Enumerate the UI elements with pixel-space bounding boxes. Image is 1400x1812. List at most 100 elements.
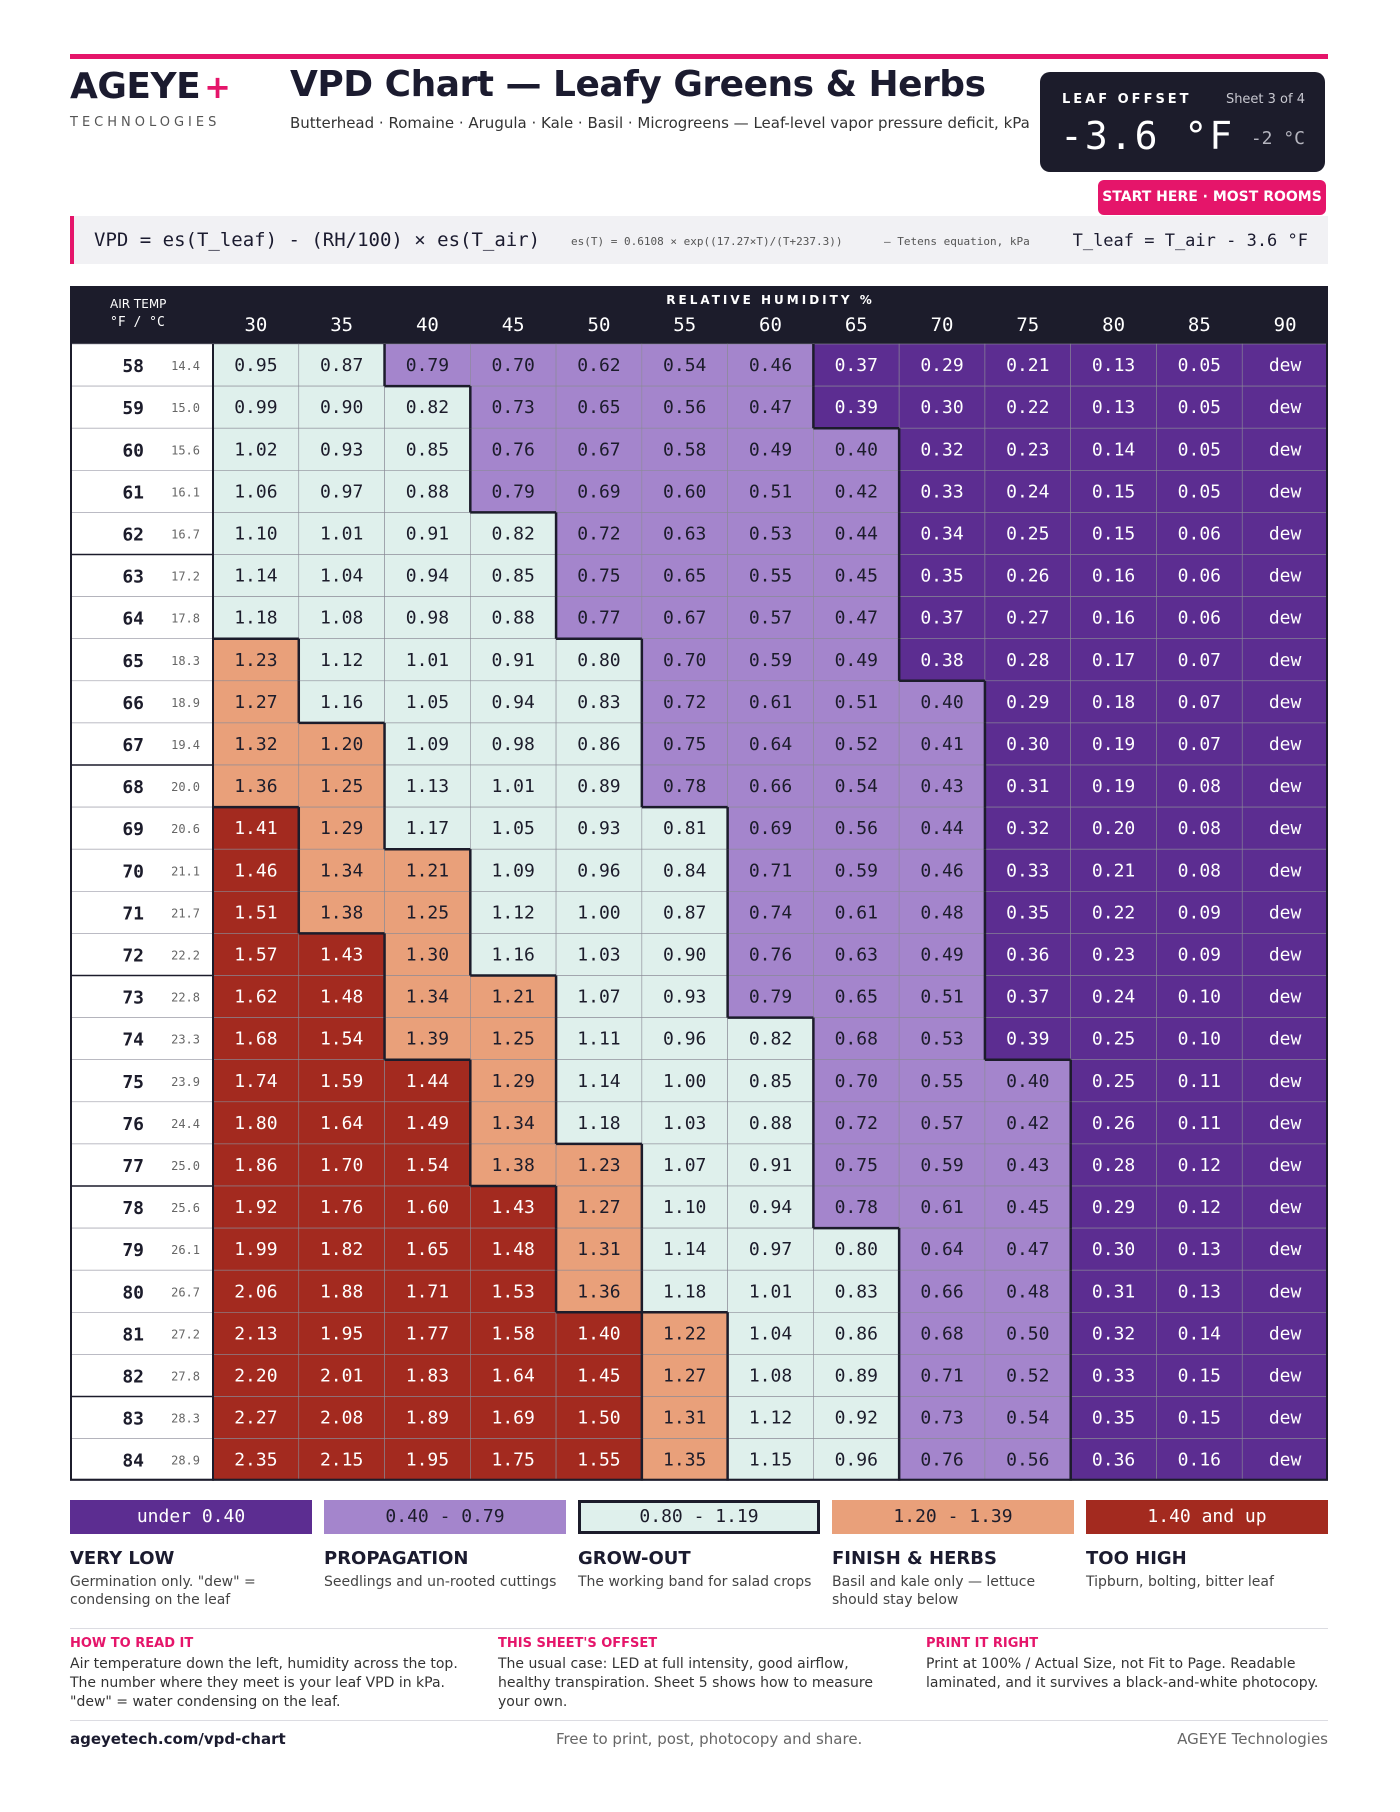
vpd-cell: [1241, 1017, 1328, 1060]
vpd-cell: [1070, 554, 1157, 597]
vpd-cell: [1156, 554, 1243, 597]
vpd-value-label: 1.00: [663, 1071, 706, 1092]
vpd-value-label: 0.13: [1178, 1281, 1221, 1302]
vpd-value-label: 1.88: [320, 1281, 363, 1302]
vpd-cell: [1241, 975, 1328, 1018]
vpd-value-label: 0.89: [577, 776, 620, 797]
temp-c-label: 22.2: [171, 948, 200, 962]
legend-swatch: 1.20 - 1.39: [832, 1500, 1074, 1534]
temp-c-label: 27.2: [171, 1327, 200, 1341]
vpd-value-label: 0.12: [1178, 1197, 1221, 1218]
vpd-value-label: 0.40: [920, 692, 963, 713]
vpd-cell: [898, 975, 986, 1018]
temp-f-label: 66: [122, 693, 144, 714]
vpd-value-label: 1.10: [663, 1197, 706, 1218]
vpd-value-label: 1.48: [320, 987, 363, 1008]
vpd-value-label: 0.51: [835, 692, 878, 713]
row-label-cell: [70, 680, 214, 724]
vpd-value-label: 0.68: [835, 1029, 878, 1050]
vpd-value-label: 0.88: [492, 608, 535, 629]
vpd-value-label: 1.11: [577, 1029, 620, 1050]
vpd-cell: [898, 554, 986, 597]
vpd-cell: [898, 722, 986, 766]
temp-c-label: 17.2: [171, 570, 200, 584]
vpd-value-label: 0.09: [1178, 944, 1221, 965]
vpd-cell: [727, 1438, 814, 1481]
temp-c-label: 27.8: [171, 1369, 200, 1383]
vpd-cell: [555, 1185, 643, 1229]
vpd-value-label: 1.77: [406, 1323, 449, 1344]
leaf-offset-celsius: -2 °C: [1250, 128, 1305, 149]
legend-swatch: 1.40 and up: [1086, 1500, 1328, 1534]
vpd-cell: [898, 638, 986, 682]
vpd-cell: [1241, 806, 1328, 850]
vpd-cell: [727, 933, 814, 976]
vpd-cell: [898, 1269, 986, 1313]
vpd-value-label: 1.18: [663, 1281, 706, 1302]
vpd-value-label: 1.58: [492, 1323, 535, 1344]
vpd-cell: [1156, 343, 1243, 387]
row-label-cell: [70, 554, 214, 597]
humidity-axis-label: RELATIVE HUMIDITY %: [666, 293, 874, 307]
vpd-value-label: 1.83: [406, 1365, 449, 1386]
vpd-value-label: 1.03: [663, 1113, 706, 1134]
humidity-tick-label: 80: [1102, 314, 1125, 336]
vpd-cell: [298, 933, 385, 976]
vpd-value-label: 0.43: [920, 776, 963, 797]
vpd-value-label: 1.09: [406, 734, 449, 755]
vpd-value-label: 0.87: [663, 902, 706, 923]
vpd-value-label: 0.46: [920, 860, 963, 881]
vpd-value-label: 1.35: [663, 1450, 706, 1471]
temp-c-label: 28.9: [171, 1454, 200, 1468]
vpd-value-label: 0.63: [663, 523, 706, 544]
vpd-cell: [470, 596, 557, 640]
vpd-cell: [298, 427, 385, 471]
temp-f-label: 73: [122, 988, 144, 1009]
vpd-cell: [1156, 1269, 1243, 1313]
vpd-value-label: 0.91: [406, 523, 449, 544]
row-label-cell: [70, 385, 214, 429]
brand-plus-icon: +: [204, 68, 231, 106]
vpd-cell: [384, 890, 471, 934]
vpd-cell: [212, 1269, 300, 1313]
vpd-value-label: 1.03: [577, 944, 620, 965]
legend-name: PROPAGATION: [324, 1548, 469, 1569]
vpd-cell: [470, 1101, 557, 1145]
vpd-value-label: 0.66: [749, 776, 792, 797]
row-label-cell: [70, 638, 214, 682]
vpd-value-label: 0.98: [406, 608, 449, 629]
row-label-cell: [70, 1143, 214, 1187]
vpd-value-label: dew: [1269, 1029, 1302, 1050]
vpd-value-label: 0.16: [1178, 1450, 1221, 1471]
temp-c-label: 18.9: [171, 696, 200, 710]
vpd-cell: [470, 764, 557, 808]
vpd-value-label: 0.54: [663, 355, 706, 376]
vpd-value-label: 1.14: [663, 1239, 706, 1260]
vpd-value-label: 0.51: [920, 987, 963, 1008]
vpd-cell: [813, 890, 900, 934]
vpd-cell: [1241, 1185, 1328, 1229]
vpd-cell: [898, 1143, 986, 1187]
vpd-value-label: 0.79: [492, 481, 535, 502]
vpd-value-label: 0.50: [1006, 1323, 1049, 1344]
vpd-cell: [641, 722, 728, 766]
vpd-cell: [1070, 512, 1157, 555]
vpd-value-label: dew: [1269, 1323, 1302, 1344]
vpd-value-label: 1.34: [406, 987, 449, 1008]
vpd-value-label: 1.70: [320, 1155, 363, 1176]
vpd-cell: [1070, 385, 1157, 429]
vpd-value-label: 1.17: [406, 818, 449, 839]
vpd-value-label: 0.36: [1006, 944, 1049, 965]
leaf-offset-fahrenheit: -3.6 °F: [1060, 114, 1235, 158]
vpd-cell: [298, 848, 385, 892]
footer-url-link[interactable]: ageyetech.com/vpd-chart: [70, 1730, 286, 1748]
vpd-value-label: 0.52: [1006, 1365, 1049, 1386]
temp-f-label: 67: [122, 735, 144, 756]
note-text: Air temperature down the left, humidity …: [70, 1656, 458, 1710]
vpd-value-label: dew: [1269, 987, 1302, 1008]
vpd-value-label: 1.48: [492, 1239, 535, 1260]
vpd-value-label: 0.33: [920, 481, 963, 502]
vpd-value-label: 0.70: [663, 650, 706, 671]
vpd-cell: [898, 933, 986, 976]
page-title: VPD Chart — Leafy Greens & Herbs: [290, 64, 986, 105]
